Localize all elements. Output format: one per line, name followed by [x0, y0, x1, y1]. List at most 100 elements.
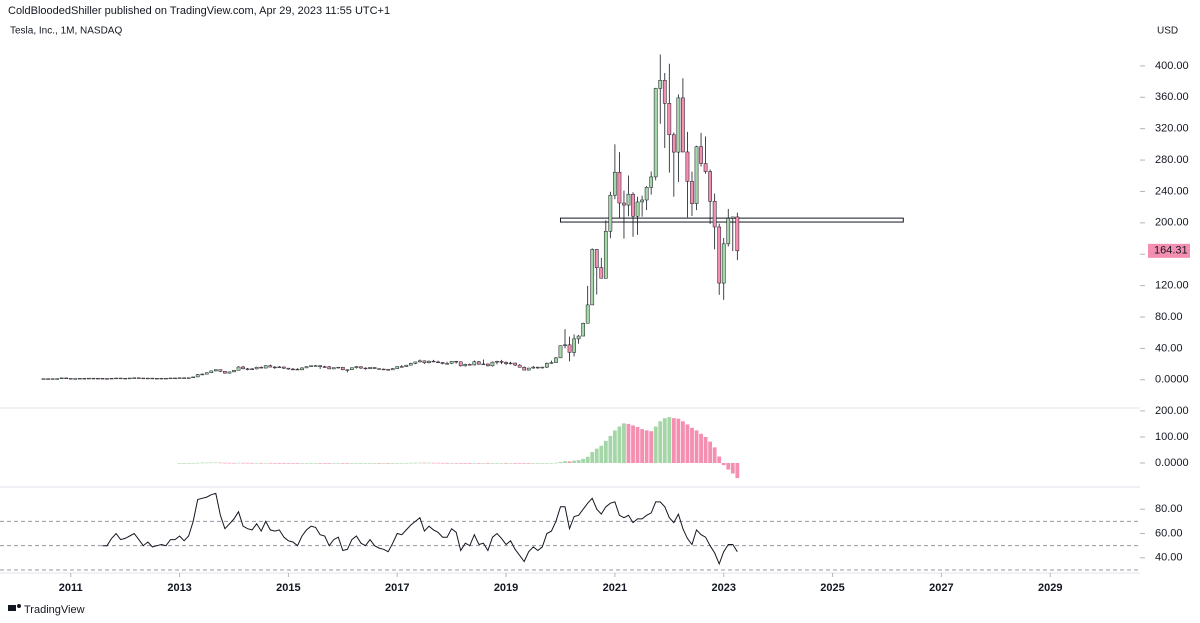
histogram-bar — [431, 462, 436, 464]
candle-body — [495, 361, 499, 363]
candle-body — [82, 378, 87, 380]
histogram-bar — [476, 463, 481, 464]
histogram-bar — [712, 447, 717, 464]
histogram-bar — [458, 463, 463, 464]
histogram-bar — [440, 462, 445, 464]
histogram-bar — [717, 456, 722, 464]
candle-body — [227, 371, 232, 374]
histogram-bar — [581, 458, 586, 464]
candle-body — [572, 338, 576, 353]
histogram-bar — [522, 463, 527, 464]
candle-body — [109, 377, 114, 380]
brand-logo — [8, 604, 21, 611]
candle-body — [218, 369, 223, 372]
histogram-bar — [345, 463, 350, 464]
candle-body — [141, 377, 146, 380]
candle-body — [68, 378, 73, 380]
candle-body — [721, 243, 726, 284]
last-price-box — [1148, 243, 1190, 258]
y-tick-label: 40.00 — [1155, 552, 1183, 564]
candle-body — [114, 377, 118, 380]
histogram-bar — [281, 463, 286, 464]
histogram-bar — [291, 463, 295, 464]
candle-body — [168, 377, 173, 380]
x-tick-label: 2013 — [167, 582, 191, 594]
histogram-bar — [377, 463, 381, 464]
candle-body — [123, 377, 128, 380]
candle-body — [526, 367, 531, 371]
histogram-bar — [177, 462, 182, 464]
candle-body — [531, 366, 536, 369]
histogram-bar — [671, 418, 676, 464]
candle-body — [545, 363, 549, 368]
candle-body — [268, 365, 273, 368]
candle-body — [96, 377, 100, 380]
candle-body — [159, 377, 164, 380]
candle-body — [164, 377, 168, 380]
candle-body — [245, 368, 250, 370]
histogram-bar — [241, 462, 245, 464]
histogram-bar — [563, 461, 567, 464]
histogram-bar — [254, 462, 259, 464]
y-tick-label: 360.00 — [1155, 91, 1189, 103]
y-axis-label: USD — [1157, 26, 1178, 37]
histogram-bar — [653, 426, 658, 464]
candle-body — [173, 377, 177, 380]
y-tick-label: 80.00 — [1155, 311, 1183, 323]
candle-body — [395, 366, 400, 369]
histogram-bar — [191, 462, 196, 464]
histogram-bar — [544, 463, 549, 464]
y-tick-label: 60.00 — [1155, 527, 1183, 539]
histogram-bar — [372, 463, 377, 464]
candle-body — [622, 202, 626, 206]
candle-body — [649, 176, 654, 188]
histogram-bar — [508, 463, 513, 464]
histogram-bar — [245, 462, 250, 464]
candle-body — [427, 360, 431, 364]
candle-body — [304, 366, 309, 369]
histogram-bar — [322, 463, 327, 464]
histogram-bar — [472, 463, 477, 464]
histogram-bar — [513, 463, 518, 464]
histogram-bar — [567, 461, 572, 464]
histogram-bar — [554, 462, 558, 464]
y-tick-label: 280.00 — [1155, 154, 1189, 166]
histogram-bar — [236, 462, 241, 464]
histogram-bar — [250, 462, 255, 464]
histogram-bar — [526, 463, 531, 464]
candle-body — [613, 171, 617, 196]
histogram-bar — [576, 460, 581, 464]
candle-body — [694, 146, 699, 204]
histogram-bar — [186, 462, 191, 464]
candle-body — [295, 368, 300, 371]
candle-body — [241, 366, 245, 370]
histogram-bar — [286, 463, 291, 464]
candle-body — [554, 357, 558, 363]
candle-body — [463, 364, 468, 367]
candle-body — [449, 360, 454, 364]
candle-body — [277, 366, 282, 369]
candle-body — [50, 378, 55, 380]
candle-body — [318, 365, 322, 367]
candle-body — [195, 374, 200, 378]
histogram-bar — [694, 430, 699, 464]
candle-body — [200, 373, 205, 376]
histogram-bar — [436, 462, 440, 464]
candle-body — [223, 371, 227, 374]
candle-body — [454, 360, 459, 363]
candle-body — [386, 369, 391, 371]
histogram-bar — [467, 463, 472, 464]
histogram-bar — [336, 463, 341, 464]
histogram-bar — [708, 441, 713, 464]
candle-body — [336, 366, 341, 369]
histogram-bar — [418, 462, 422, 464]
candle-body — [599, 267, 604, 279]
histogram-bar — [318, 463, 323, 464]
histogram-bar — [558, 461, 563, 464]
histogram-bar — [404, 462, 409, 464]
histogram-bar — [204, 462, 209, 464]
candle-body — [617, 171, 622, 204]
candle-body — [703, 163, 708, 172]
